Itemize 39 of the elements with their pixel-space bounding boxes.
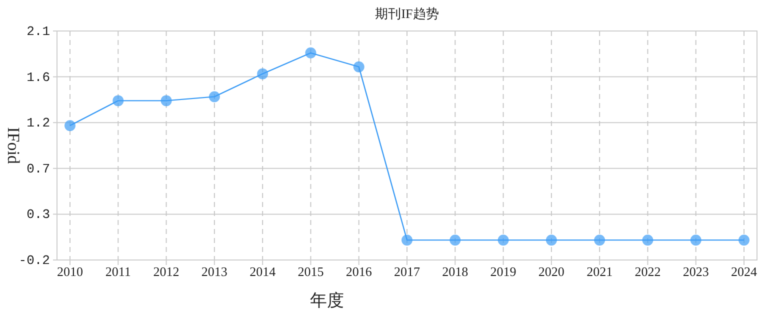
point bbox=[642, 234, 654, 246]
y-tick-label: 0.3 bbox=[26, 207, 50, 222]
y-tick-label: 2.1 bbox=[26, 24, 50, 39]
point bbox=[257, 68, 268, 80]
x-tick-label: 2018 bbox=[442, 264, 468, 279]
y-tick-label: 1.6 bbox=[26, 70, 50, 85]
x-tick-label: 2021 bbox=[586, 264, 613, 279]
point bbox=[402, 234, 412, 246]
chart-title: 期刊IF趋势 bbox=[375, 6, 439, 21]
y-tick-label: 0.7 bbox=[26, 161, 50, 176]
point bbox=[594, 234, 606, 246]
x-tick-label: 2023 bbox=[682, 264, 709, 279]
y-axis-title: IFoid bbox=[4, 127, 23, 164]
point bbox=[498, 234, 509, 246]
point bbox=[738, 234, 750, 246]
point bbox=[112, 95, 124, 106]
x-tick-label: 2017 bbox=[394, 264, 420, 279]
y-tick-label: -0.2 bbox=[18, 253, 50, 268]
x-tick-label: 2012 bbox=[153, 264, 180, 279]
x-tick-label: 2024 bbox=[731, 264, 758, 279]
x-axis-title: 年度 bbox=[310, 291, 344, 310]
point bbox=[160, 95, 172, 106]
point bbox=[353, 61, 364, 72]
x-tick-label: 2019 bbox=[490, 264, 516, 279]
point bbox=[208, 91, 220, 102]
point bbox=[690, 234, 702, 246]
x-tick-label: 2015 bbox=[298, 264, 324, 279]
x-tick-label: 2022 bbox=[634, 264, 661, 279]
point bbox=[64, 120, 76, 132]
x-tick-label: 2014 bbox=[250, 264, 276, 279]
y-tick-label: 1.2 bbox=[26, 116, 50, 131]
x-tick-label: 2010 bbox=[57, 264, 83, 279]
x-tick-label: 2011 bbox=[105, 264, 131, 279]
x-tick-label: 2020 bbox=[538, 264, 564, 279]
point bbox=[305, 47, 316, 58]
point bbox=[546, 234, 557, 246]
x-tick-label: 2013 bbox=[201, 264, 228, 279]
x-tick-label: 2016 bbox=[346, 264, 372, 279]
point bbox=[450, 234, 461, 246]
